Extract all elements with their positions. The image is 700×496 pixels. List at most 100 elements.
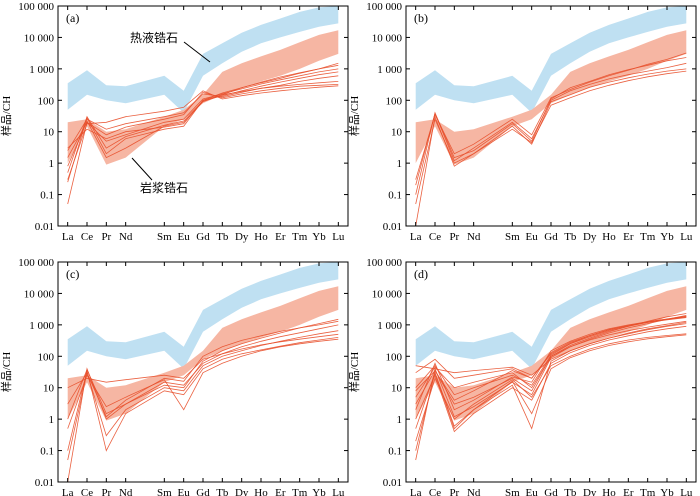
sample-line-6	[67, 320, 339, 418]
x-tick-label: Er	[623, 231, 634, 243]
x-tick-label: Yb	[660, 487, 674, 496]
x-tick-label: Nd	[119, 487, 133, 496]
y-tick-label: 0.1	[388, 446, 402, 458]
sample-line-6	[415, 325, 687, 433]
x-tick-label: Sm	[505, 231, 520, 243]
sample-line-8	[67, 62, 339, 167]
sample-line-7	[67, 338, 339, 429]
x-tick-label: Nd	[467, 231, 481, 243]
x-tick-label: Ce	[429, 487, 441, 496]
magmatic-zircon-field	[67, 286, 339, 421]
y-tick-label: 0.01	[35, 221, 54, 233]
x-tick-label: Tm	[640, 231, 656, 243]
y-axis-label: 样品/CH	[347, 352, 361, 392]
chart-panel-1: 0.01 0.1 1 10 100 1 000 10 000 100 000 La Ce Pr Nd S…	[0, 1, 349, 243]
y-tick-label: 10 000	[24, 32, 55, 44]
sample-line-7	[415, 320, 687, 398]
x-tick-label: Tm	[640, 487, 656, 496]
magmatic-zircon-field	[67, 30, 339, 165]
x-tick-label: Eu	[178, 487, 191, 496]
x-tick-label: Lu	[332, 487, 345, 496]
x-tick-label: Nd	[119, 231, 133, 243]
sample-line-2	[67, 68, 339, 205]
x-tick-label: Er	[623, 487, 634, 496]
x-tick-label: Er	[275, 231, 286, 243]
chart-panel-2: 0.01 0.1 1 10 100 1 000 10 000 100 000 La Ce Pr Nd S…	[347, 1, 697, 243]
x-tick-label: Ho	[254, 487, 268, 496]
y-tick-label: 100 000	[366, 1, 402, 13]
magmatic-annotation: 岩浆锆石	[140, 180, 188, 195]
panel-label: (c)	[66, 267, 79, 281]
x-tick-label: Ce	[81, 231, 93, 243]
y-tick-label: 10 000	[372, 32, 403, 44]
sample-line-4	[415, 52, 687, 180]
plot-frame	[405, 5, 697, 227]
x-tick-label: La	[62, 231, 74, 243]
chart-panel-3: 0.01 0.1 1 10 100 1 000 10 000 100 000 La Ce Pr Nd S…	[0, 257, 349, 496]
y-axis-label: 样品/CH	[0, 352, 13, 392]
panel-label: (b)	[414, 11, 428, 25]
panel-label: (d)	[414, 267, 428, 281]
x-tick-label: La	[410, 487, 422, 496]
sample-line-1	[415, 315, 687, 461]
x-tick-label: Ce	[429, 231, 441, 243]
x-tick-label: Yb	[312, 487, 326, 496]
y-tick-label: 10	[391, 127, 403, 139]
y-tick-label: 1 000	[377, 64, 402, 76]
panel-label: (a)	[66, 11, 79, 25]
hydrothermal-annotation: 热液锆石	[130, 30, 178, 45]
y-tick-label: 100 000	[366, 257, 402, 269]
x-tick-label: Tm	[292, 487, 308, 496]
x-tick-label: Gd	[196, 231, 210, 243]
x-tick-label: Lu	[680, 231, 693, 243]
sample-line-7	[67, 81, 339, 149]
x-tick-label: Sm	[157, 231, 172, 243]
y-tick-label: 1 000	[29, 320, 54, 332]
x-tick-label: Yb	[660, 231, 674, 243]
y-tick-label: 0.1	[40, 190, 54, 202]
y-tick-label: 1	[49, 414, 55, 426]
x-tick-label: Pr	[449, 231, 459, 243]
x-tick-label: Tb	[216, 231, 229, 243]
plot-frame	[57, 5, 349, 227]
sample-line-1	[415, 62, 687, 186]
y-tick-label: 1 000	[377, 320, 402, 332]
x-tick-label: Gd	[544, 487, 558, 496]
magmatic-pointer	[131, 157, 153, 181]
y-tick-label: 100	[38, 351, 55, 363]
x-tick-label: Pr	[101, 231, 111, 243]
y-tick-label: 1	[397, 158, 403, 170]
x-tick-label: Dy	[235, 487, 249, 496]
y-tick-label: 100 000	[18, 1, 54, 13]
y-tick-label: 10	[43, 127, 55, 139]
y-tick-label: 0.1	[388, 190, 402, 202]
y-tick-label: 1	[397, 414, 403, 426]
sample-line-2	[415, 322, 687, 430]
y-tick-label: 100	[386, 351, 403, 363]
x-tick-label: Eu	[178, 231, 191, 243]
sample-line-5	[67, 333, 339, 389]
y-tick-label: 100	[38, 95, 55, 107]
y-tick-label: 1 000	[29, 64, 54, 76]
x-tick-label: Ho	[254, 231, 268, 243]
x-tick-label: Dy	[235, 231, 249, 243]
x-tick-label: Pr	[101, 487, 111, 496]
x-tick-label: Tb	[564, 487, 577, 496]
hydrothermal-pointer	[183, 41, 211, 63]
x-tick-label: Yb	[312, 231, 326, 243]
x-tick-label: Nd	[467, 487, 481, 496]
y-axis-label: 样品/CH	[347, 96, 361, 136]
y-tick-label: 10 000	[24, 288, 55, 300]
chart-panel-4: 0.01 0.1 1 10 100 1 000 10 000 100 000 La Ce Pr Nd S…	[347, 257, 697, 496]
y-tick-label: 100	[386, 95, 403, 107]
y-tick-label: 10 000	[372, 288, 403, 300]
y-tick-label: 0.1	[40, 446, 54, 458]
hydrothermal-zircon-field	[67, 262, 339, 369]
sample-line-10	[415, 316, 687, 411]
x-tick-label: Lu	[680, 487, 693, 496]
hydrothermal-zircon-field	[415, 262, 687, 369]
x-tick-label: Sm	[157, 487, 172, 496]
x-tick-label: Eu	[526, 231, 539, 243]
x-tick-label: Ho	[602, 231, 616, 243]
